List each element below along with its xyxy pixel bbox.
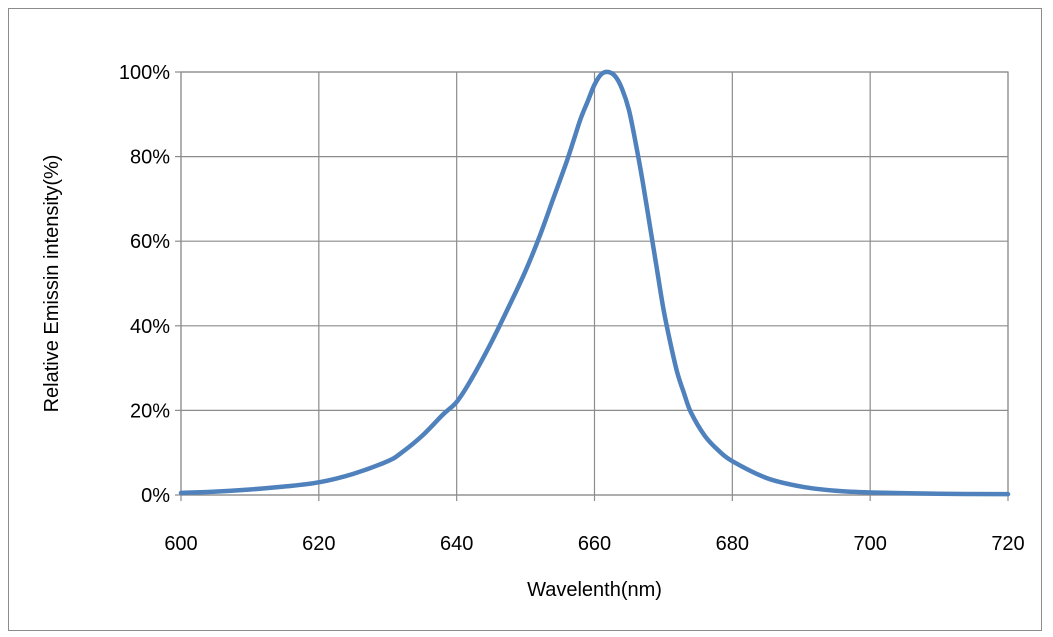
y-axis-title: Relative Emissin intensity(%): [41, 155, 63, 413]
x-tick-label-700: 700: [853, 533, 886, 555]
y-tick-label-60: 60%: [130, 231, 170, 253]
y-tick-labels: 0% 20% 40% 60% 80% 100%: [119, 62, 170, 507]
x-tick-label-640: 640: [440, 533, 473, 555]
x-tick-label-720: 720: [991, 533, 1024, 555]
x-axis-title: Wavelenth(nm): [527, 579, 662, 601]
plot-border: [175, 71, 1009, 501]
y-tick-label-100: 100%: [119, 62, 170, 84]
x-tick-labels: 600 620 640 660 680 700 720: [164, 533, 1024, 555]
x-tick-label-600: 600: [164, 533, 197, 555]
x-tick-label-660: 660: [578, 533, 611, 555]
y-tick-label-80: 80%: [130, 147, 170, 169]
series-layer: [178, 69, 1011, 497]
y-tick-label-0: 0%: [141, 485, 170, 507]
x-tick-label-680: 680: [716, 533, 749, 555]
emission-curve-line: [178, 69, 1011, 497]
y-tick-label-40: 40%: [130, 316, 170, 338]
y-tick-label-20: 20%: [130, 400, 170, 422]
x-tick-label-620: 620: [302, 533, 335, 555]
grid-lines: [180, 71, 1009, 496]
